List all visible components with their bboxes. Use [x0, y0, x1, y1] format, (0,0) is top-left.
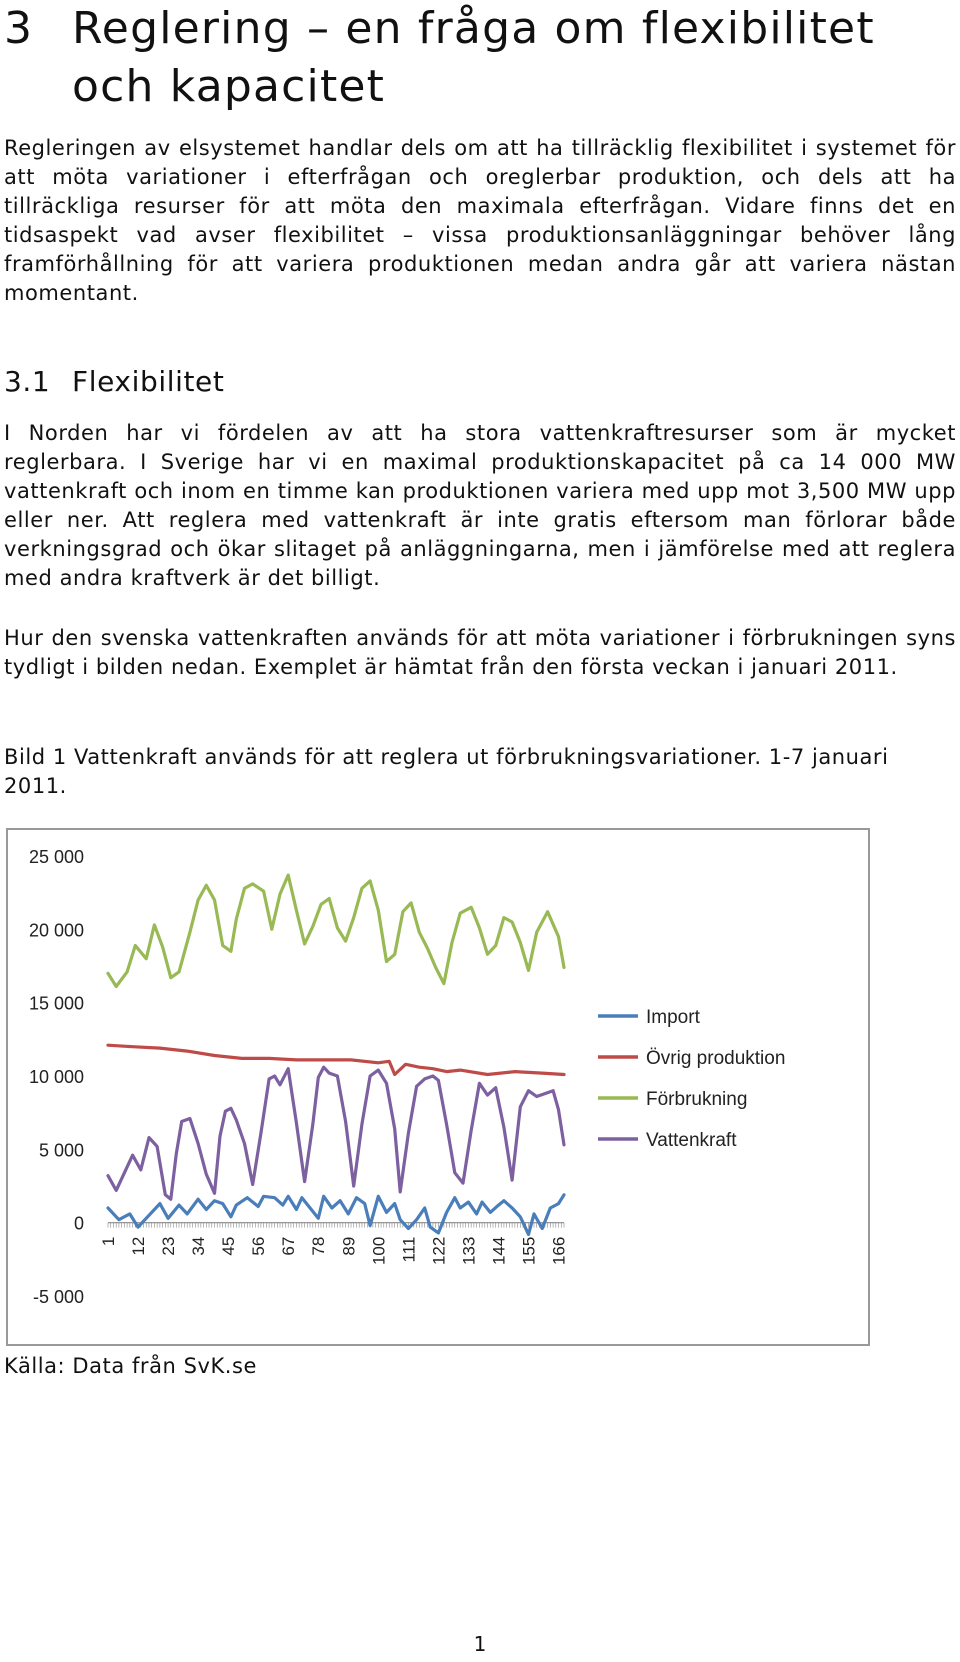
intro-paragraph: Regleringen av elsystemet handlar dels o…: [4, 136, 956, 305]
y-tick-label: 15 000: [29, 994, 84, 1014]
y-tick-label: 5 000: [39, 1140, 84, 1160]
x-tick-label: 89: [339, 1237, 358, 1256]
chapter-heading: 3 Reglering – en fråga om flexibilitet oc…: [4, 0, 944, 116]
page-number: 1: [473, 1632, 487, 1656]
x-tick-label: 166: [550, 1237, 569, 1265]
y-tick-label: -5 000: [33, 1287, 84, 1307]
x-tick-label: 1: [99, 1237, 118, 1246]
section-heading: 3.1 Flexibilitet: [4, 364, 224, 400]
chapter-number: 3: [4, 3, 34, 54]
x-tick-label: 12: [129, 1237, 148, 1256]
x-tick-label: 67: [279, 1237, 298, 1256]
series-line-förbrukning: [106, 873, 566, 989]
x-tick-label: 122: [429, 1237, 448, 1265]
chapter-title-line-1: Reglering – en fråga om flexibilitet: [72, 3, 875, 54]
x-tick-label: 155: [520, 1237, 539, 1265]
section-number: 3.1: [4, 365, 51, 398]
y-tick-label: 10 000: [29, 1067, 84, 1087]
y-tick-label: 20 000: [29, 920, 84, 940]
paragraph-flexibility: I Norden har vi fördelen av att ha stora…: [4, 421, 956, 590]
x-tick-label: 78: [309, 1237, 328, 1256]
chapter-title-line-2: och kapacitet: [72, 61, 386, 112]
legend-label: Övrig produktion: [646, 1048, 785, 1069]
x-tick-label: 45: [219, 1237, 238, 1256]
x-tick-label: 100: [369, 1237, 388, 1265]
series-line-vattenkraft: [106, 1065, 566, 1201]
legend-label: Vattenkraft: [646, 1130, 737, 1151]
source-note: Källa: Data från SvK.se: [4, 1354, 257, 1378]
x-tick-label: 56: [249, 1237, 268, 1256]
legend-label: Import: [646, 1007, 701, 1028]
y-tick-label: 0: [74, 1214, 84, 1234]
series-line-övrig-produktion: [106, 1043, 566, 1077]
x-tick-label: 34: [189, 1237, 208, 1256]
line-chart: 25 000 20 000 15 000 10 000 5 000 0 -5 000 1 12 2…: [6, 828, 870, 1346]
paragraph-hydropower-usage: Hur den svenska vattenkraften används fö…: [4, 626, 956, 679]
section-title: Flexibilitet: [72, 365, 225, 398]
x-tick-label: 111: [399, 1237, 418, 1263]
x-tick-label: 23: [159, 1237, 178, 1256]
legend-label: Förbrukning: [646, 1089, 747, 1110]
x-tick-label: 144: [489, 1237, 508, 1265]
y-tick-label: 25 000: [29, 847, 84, 867]
figure-caption: Bild 1 Vattenkraft används för att regle…: [4, 745, 889, 798]
x-tick-label: 133: [459, 1237, 478, 1265]
series-line-import: [106, 1193, 566, 1236]
